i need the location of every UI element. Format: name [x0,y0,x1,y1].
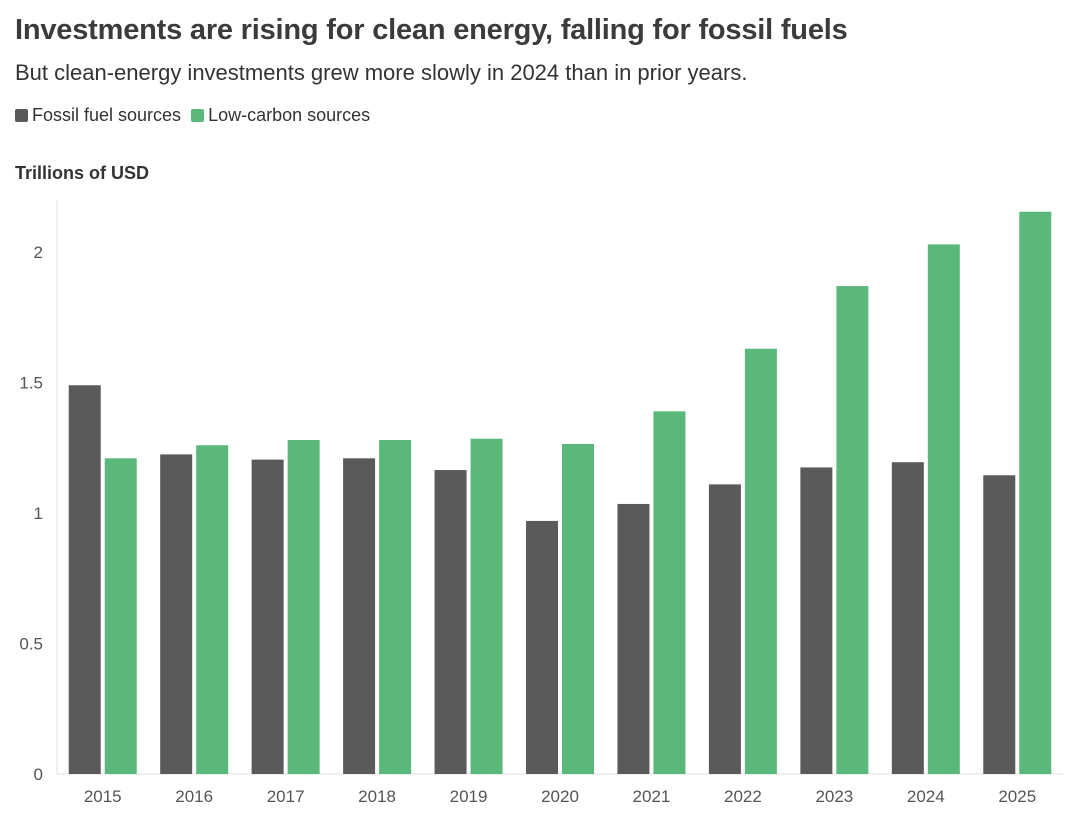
bar-fossil [160,454,193,774]
x-tick-label: 2024 [907,787,945,806]
legend-item-fossil: Fossil fuel sources [15,105,181,126]
bar-low-carbon [562,443,594,774]
legend-swatch-fossil [15,109,28,122]
bar-low-carbon [744,348,777,774]
bar-low-carbon [196,445,229,774]
x-tick-label: 2018 [358,787,396,806]
bar-fossil [617,503,650,774]
y-tick-label: 0 [34,765,43,784]
y-axis-title: Trillions of USD [15,163,150,183]
x-tick-label: 2020 [541,787,579,806]
legend-item-low-carbon: Low-carbon sources [191,105,370,126]
x-tick-label: 2021 [633,787,671,806]
bar-fossil [708,484,741,774]
legend: Fossil fuel sources Low-carbon sources [15,105,380,126]
x-tick-label: 2022 [724,787,762,806]
bar-fossil [800,467,833,774]
bar-low-carbon [1019,211,1052,774]
x-tick-label: 2015 [84,787,122,806]
bar-fossil [434,470,467,774]
bar-low-carbon [836,286,869,774]
bar-low-carbon [470,438,503,774]
bar-fossil [343,458,376,774]
legend-label-fossil: Fossil fuel sources [32,105,182,125]
bar-low-carbon [287,440,320,774]
bar-low-carbon [104,458,137,774]
bar-low-carbon [927,244,960,774]
bar-low-carbon [379,440,412,774]
y-tick-label: 0.5 [19,635,43,654]
legend-swatch-low-carbon [191,109,205,122]
y-tick-label: 2 [34,243,43,262]
x-tick-label: 2025 [998,787,1036,806]
chart-title: Investments are rising for clean energy,… [15,14,848,46]
x-tick-label: 2016 [175,787,213,806]
legend-label-low-carbon: Low-carbon sources [208,105,371,125]
bar-fossil [68,385,101,774]
bar-fossil [983,475,1016,774]
bar-fossil [251,459,284,774]
bar-low-carbon [653,411,686,774]
bar-fossil [891,462,924,774]
y-tick-label: 1.5 [19,374,43,393]
bar-fossil [526,520,558,774]
y-tick-label: 1 [34,504,43,523]
chart-subtitle: But clean-energy investments grew more s… [15,60,748,85]
x-tick-label: 2019 [450,787,488,806]
x-tick-label: 2023 [815,787,853,806]
x-tick-label: 2017 [267,787,305,806]
